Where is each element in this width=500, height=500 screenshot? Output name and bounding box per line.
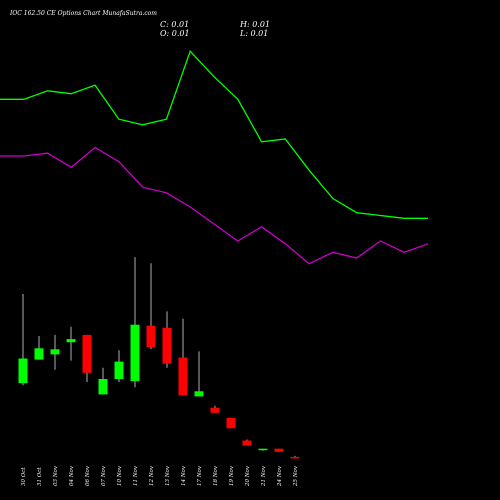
series-line-1 (0, 49, 428, 219)
candle-down (178, 357, 188, 396)
candle-down (162, 327, 172, 364)
x-tick-label: 19 Nov (229, 465, 235, 486)
candle-down (226, 418, 236, 429)
x-tick-label: 18 Nov (213, 465, 219, 486)
candle-panel (18, 257, 300, 459)
x-tick-label: 24 Nov (277, 465, 283, 487)
x-tick-label: 13 Nov (165, 465, 171, 486)
x-tick-label: 12 Nov (149, 465, 155, 486)
candle-up (66, 339, 76, 343)
candle-up (50, 349, 60, 355)
candle-up (18, 358, 28, 384)
candle-down (274, 448, 284, 452)
x-tick-label: 31 Oct (37, 467, 43, 486)
x-tick-label: 20 Nov (245, 465, 251, 487)
candle-up (114, 361, 124, 379)
candle-up (130, 324, 140, 382)
x-tick-label: 17 Nov (197, 465, 203, 486)
high-value: H: 0.01 (239, 20, 270, 29)
candle-up (194, 391, 204, 397)
candle-up (98, 379, 108, 395)
x-tick-label: 25 Nov (293, 465, 299, 487)
x-tick-label: 04 Nov (69, 465, 75, 486)
x-tick-label: 11 Nov (133, 465, 139, 486)
x-tick-label: 03 Nov (53, 465, 59, 486)
x-tick-label: 30 Oct (21, 467, 27, 486)
x-tick-label: 21 Nov (261, 465, 267, 487)
chart-title: IOC 162.50 CE Options Chart MunafaSutra.… (9, 10, 157, 17)
candle-down (146, 325, 156, 348)
candle-up (258, 448, 268, 451)
candle-down (82, 334, 92, 373)
x-tick-label: 14 Nov (181, 465, 187, 486)
low-value: L: 0.01 (239, 29, 268, 38)
x-tick-label: 10 Nov (117, 465, 123, 486)
x-axis-labels: 30 Oct 31 Oct 03 Nov 04 Nov 06 Nov 07 Nov 10 N… (21, 465, 299, 487)
candle-down (210, 407, 220, 413)
x-tick-label: 07 Nov (101, 465, 107, 486)
series-line-2 (0, 146, 429, 265)
x-tick-label: 06 Nov (85, 465, 91, 486)
close-value: C: 0.01 (160, 20, 189, 29)
open-value: O: 0.01 (160, 29, 190, 38)
candle-up (34, 348, 44, 360)
line-panel (0, 49, 429, 265)
candle-down (290, 456, 300, 459)
candle-down (242, 440, 252, 446)
